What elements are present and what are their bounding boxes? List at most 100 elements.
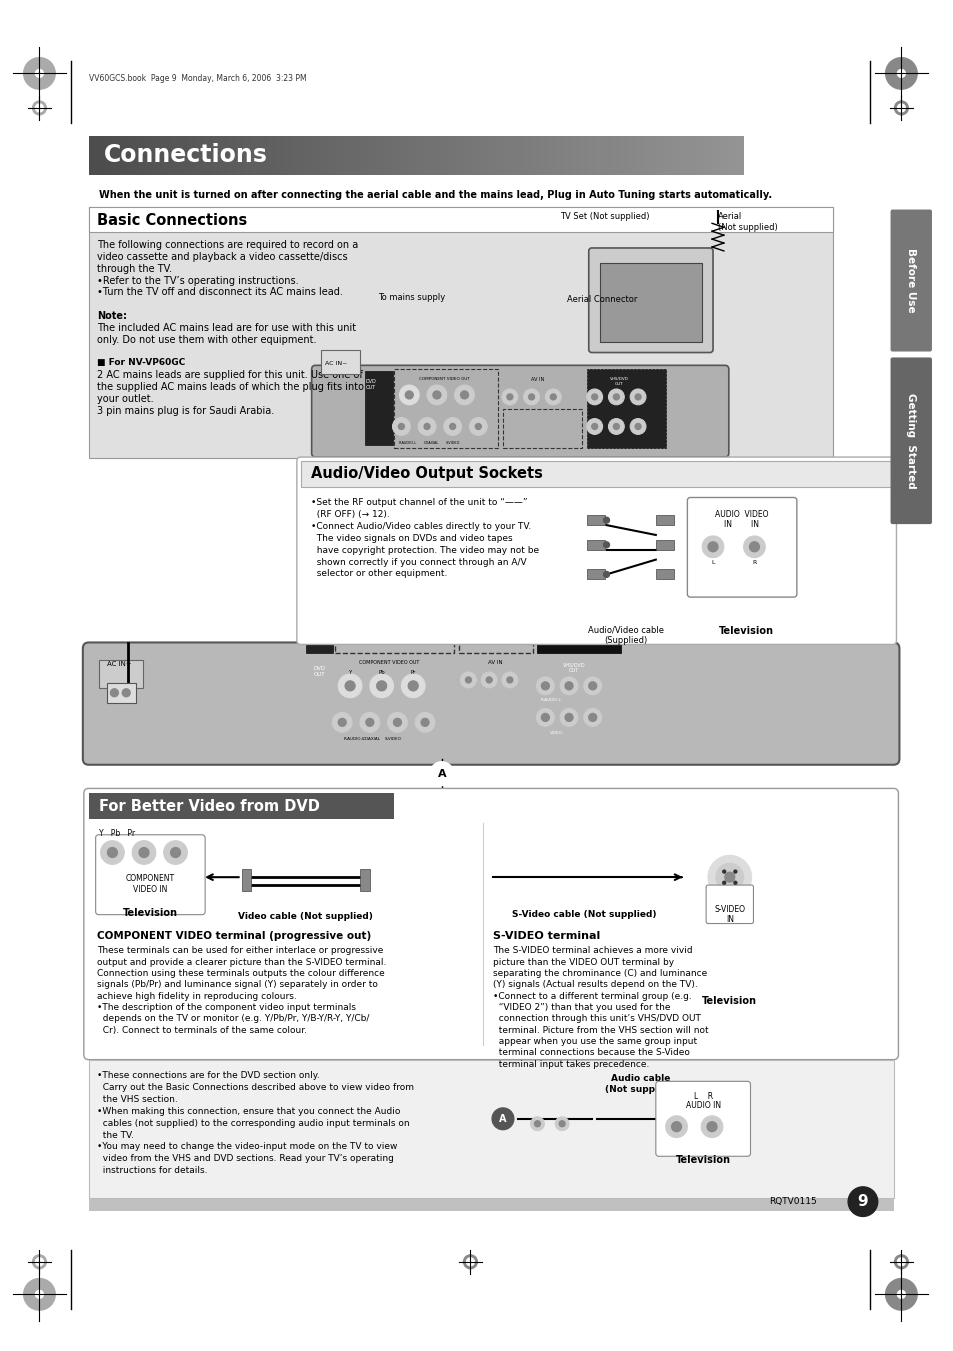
Circle shape [586, 419, 602, 435]
Circle shape [366, 719, 374, 727]
Text: output and provide a clearer picture than the S-VIDEO terminal.: output and provide a clearer picture tha… [96, 958, 386, 966]
Circle shape [733, 870, 736, 873]
Text: For Better Video from DVD: For Better Video from DVD [98, 798, 319, 813]
Text: DVD
OUT: DVD OUT [314, 666, 325, 677]
Text: Television: Television [719, 626, 773, 636]
Bar [89, 207, 833, 232]
Circle shape [35, 104, 43, 112]
Bar [599, 263, 701, 342]
Text: VHS/DVD
OUT: VHS/DVD OUT [562, 662, 585, 673]
Circle shape [603, 517, 609, 523]
Circle shape [443, 417, 461, 435]
Bar [456, 135, 465, 176]
Circle shape [722, 870, 725, 873]
Text: Pb: Pb [378, 670, 385, 676]
Circle shape [847, 1186, 877, 1216]
Circle shape [122, 689, 130, 697]
Bar [481, 135, 490, 176]
Bar [171, 135, 179, 176]
Circle shape [541, 682, 549, 690]
Circle shape [399, 385, 418, 405]
Bar [596, 135, 604, 176]
Circle shape [884, 1278, 916, 1310]
Text: have copyright protection. The video may not be: have copyright protection. The video may… [311, 546, 538, 555]
Circle shape [469, 417, 487, 435]
Text: RQTV0115: RQTV0115 [768, 1197, 816, 1206]
Circle shape [433, 390, 440, 399]
Bar [395, 369, 497, 449]
Bar [506, 135, 514, 176]
Text: AC IN~: AC IN~ [325, 362, 348, 366]
Circle shape [559, 677, 578, 694]
FancyBboxPatch shape [655, 1081, 750, 1156]
Circle shape [630, 419, 645, 435]
Text: instructions for details.: instructions for details. [96, 1166, 207, 1175]
Text: (RF OFF) (→ 12).: (RF OFF) (→ 12). [311, 511, 389, 519]
Bar [678, 135, 686, 176]
Circle shape [345, 681, 355, 690]
Circle shape [424, 423, 430, 430]
Bar [89, 135, 97, 176]
Bar [235, 135, 244, 176]
Circle shape [603, 542, 609, 547]
Circle shape [559, 708, 578, 727]
Bar [424, 135, 433, 176]
Bar [514, 135, 522, 176]
Bar [644, 135, 653, 176]
Circle shape [536, 708, 554, 727]
Bar [359, 869, 370, 892]
Text: Audio cable
(Not supplied): Audio cable (Not supplied) [604, 1074, 677, 1094]
Text: Before Use: Before Use [905, 249, 915, 313]
Circle shape [583, 708, 601, 727]
Circle shape [608, 389, 623, 405]
Circle shape [583, 677, 601, 694]
Text: Pr: Pr [410, 670, 416, 676]
Circle shape [534, 1121, 539, 1127]
Bar [375, 135, 383, 176]
Text: the TV.: the TV. [96, 1131, 133, 1140]
FancyBboxPatch shape [705, 885, 753, 924]
Bar [305, 553, 333, 654]
Circle shape [523, 389, 538, 405]
Text: •Refer to the TV’s operating instructions.: •Refer to the TV’s operating instruction… [96, 276, 298, 285]
Circle shape [716, 863, 742, 892]
Text: AV IN: AV IN [487, 661, 502, 665]
Circle shape [897, 1258, 904, 1266]
Text: COMPONENT
VIDEO IN: COMPONENT VIDEO IN [125, 874, 174, 893]
Circle shape [132, 840, 155, 865]
Bar [537, 555, 620, 654]
Circle shape [455, 385, 474, 405]
Circle shape [475, 423, 480, 430]
Text: Y   Pb   Pr: Y Pb Pr [98, 830, 134, 838]
Circle shape [393, 719, 401, 727]
Bar [735, 135, 743, 176]
Text: To mains supply: To mains supply [377, 293, 444, 303]
Text: 3 pin mains plug is for Saudi Arabia.: 3 pin mains plug is for Saudi Arabia. [96, 405, 274, 416]
Bar [489, 135, 497, 176]
Text: AUDIO  VIDEO: AUDIO VIDEO [714, 511, 767, 519]
Circle shape [894, 1255, 907, 1269]
Circle shape [35, 1258, 43, 1266]
Circle shape [164, 840, 187, 865]
Text: terminal. Picture from the VHS section will not: terminal. Picture from the VHS section w… [493, 1025, 708, 1035]
Bar [260, 135, 269, 176]
Circle shape [613, 423, 618, 430]
Bar [653, 135, 661, 176]
Bar [579, 135, 588, 176]
Circle shape [671, 1121, 680, 1132]
Text: TV Set (Not supplied): TV Set (Not supplied) [559, 212, 649, 222]
Text: Television: Television [122, 908, 177, 917]
Bar [473, 135, 481, 176]
Circle shape [742, 536, 764, 558]
Bar [367, 135, 375, 176]
Circle shape [555, 1117, 568, 1131]
Circle shape [608, 419, 623, 435]
Circle shape [564, 682, 573, 690]
Bar [685, 135, 694, 176]
Text: Note:: Note: [96, 311, 127, 322]
FancyBboxPatch shape [889, 358, 931, 524]
Bar [334, 135, 342, 176]
Text: Video cable (Not supplied): Video cable (Not supplied) [238, 912, 373, 920]
Circle shape [401, 674, 425, 697]
Circle shape [707, 542, 718, 551]
